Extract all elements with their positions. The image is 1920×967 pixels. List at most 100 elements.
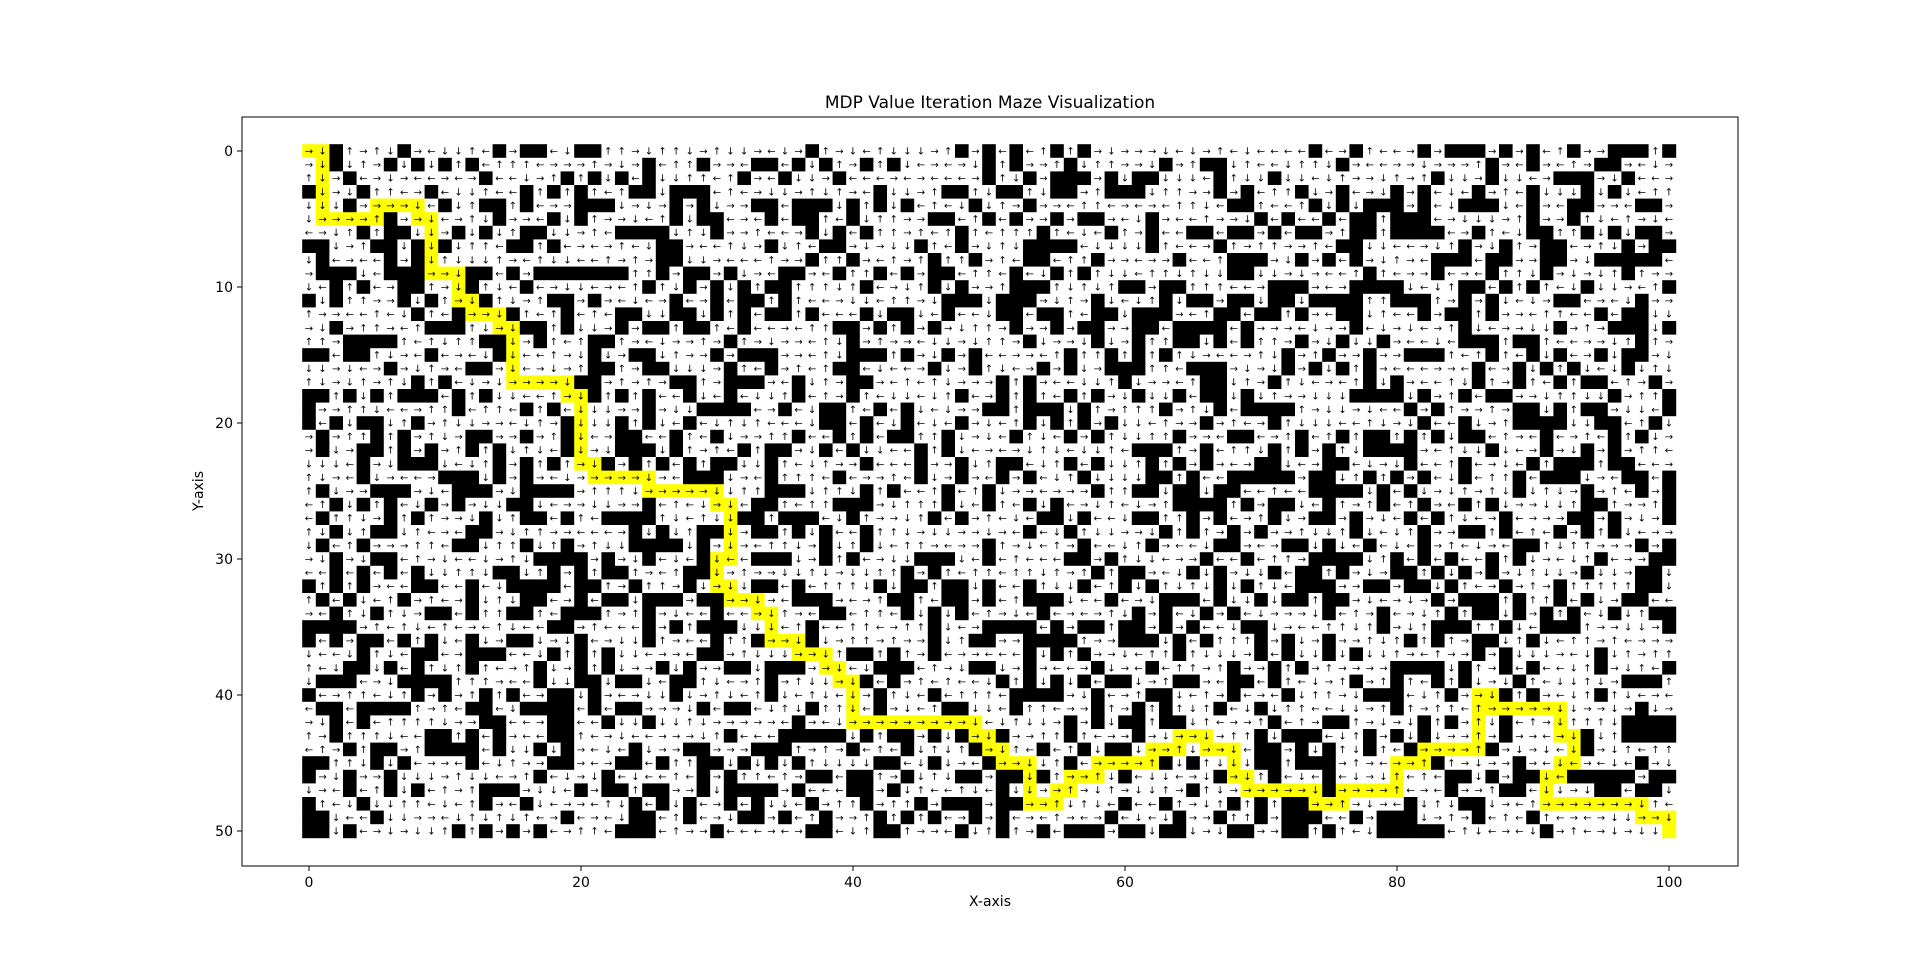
wall-cell: [655, 525, 670, 539]
wall-cell: [669, 212, 684, 227]
wall-cell: [887, 756, 901, 771]
wall-cell: [1580, 443, 1595, 458]
wall-cell: [1281, 538, 1296, 553]
wall-cell: [1363, 443, 1377, 458]
wall-cell: [574, 606, 589, 621]
wall-cell: [1213, 402, 1228, 417]
wall-cell: [1444, 606, 1459, 621]
wall-cell: [1172, 429, 1187, 444]
wall-cell: [723, 457, 738, 471]
wall-cell: [628, 429, 643, 444]
wall-cell: [805, 620, 820, 635]
wall-cell: [1458, 661, 1473, 675]
wall-cell: [696, 157, 711, 172]
wall-cell: [1485, 157, 1500, 172]
wall-cell: [519, 225, 534, 240]
wall-cell: [1635, 470, 1649, 485]
wall-cell: [1023, 402, 1037, 417]
wall-cell: [1267, 511, 1282, 526]
wall-cell: [1335, 457, 1350, 471]
wall-cell: [1023, 239, 1037, 254]
wall-cell: [1104, 742, 1119, 757]
open-cell: [1553, 144, 1568, 159]
wall-cell: [1145, 661, 1160, 675]
wall-cell: [1131, 633, 1146, 648]
wall-cell: [465, 647, 480, 662]
wall-cell: [628, 579, 643, 594]
open-cell: [778, 144, 793, 159]
wall-cell: [778, 729, 793, 743]
wall-cell: [1662, 144, 1677, 159]
wall-cell: [397, 484, 412, 499]
wall-cell: [764, 348, 779, 363]
wall-cell: [914, 457, 929, 471]
wall-cell: [1227, 429, 1241, 444]
wall-cell: [887, 593, 901, 607]
wall-cell: [1499, 647, 1513, 662]
wall-cell: [519, 797, 534, 811]
wall-cell: [982, 593, 997, 607]
wall-cell: [1009, 293, 1024, 308]
wall-cell: [1553, 620, 1568, 635]
wall-cell: [302, 620, 317, 635]
wall-cell: [451, 321, 466, 335]
wall-cell: [519, 280, 534, 295]
wall-cell: [560, 810, 575, 825]
wall-cell: [1091, 457, 1105, 471]
wall-cell: [696, 783, 711, 798]
wall-cell: [302, 797, 317, 811]
wall-cell: [914, 797, 929, 811]
wall-cell: [1512, 769, 1527, 784]
wall-cell: [1662, 620, 1677, 635]
wall-cell: [805, 701, 820, 716]
wall-cell: [329, 729, 344, 743]
wall-cell: [723, 334, 738, 349]
wall-cell: [1023, 389, 1037, 403]
wall-cell: [995, 293, 1010, 308]
wall-cell: [1621, 674, 1636, 689]
wall-cell: [1363, 266, 1377, 281]
wall-cell: [764, 484, 779, 499]
wall-cell: [411, 307, 425, 322]
wall-cell: [1594, 769, 1609, 784]
wall-cell: [859, 348, 874, 363]
wall-cell: [574, 674, 589, 689]
wall-cell: [1567, 769, 1581, 784]
wall-cell: [1077, 511, 1092, 526]
open-cell: [859, 144, 874, 159]
wall-cell: [1431, 593, 1445, 607]
wall-cell: [1131, 334, 1146, 349]
wall-cell: [628, 511, 643, 526]
wall-cell: [1009, 321, 1024, 335]
wall-cell: [900, 348, 915, 363]
wall-cell: [1580, 225, 1595, 240]
wall-cell: [1458, 620, 1473, 635]
wall-cell: [1349, 144, 1364, 159]
wall-cell: [547, 457, 561, 471]
wall-cell: [1539, 361, 1554, 376]
wall-cell: [968, 348, 983, 363]
wall-cell: [1526, 348, 1541, 363]
wall-cell: [1322, 348, 1337, 363]
wall-cell: [1526, 416, 1541, 431]
wall-cell: [1662, 280, 1677, 295]
open-cell: [1186, 144, 1201, 159]
wall-cell: [805, 212, 820, 227]
wall-cell: [1512, 402, 1527, 417]
wall-cell: [492, 470, 507, 485]
wall-cell: [1363, 538, 1377, 553]
wall-cell: [465, 470, 480, 485]
wall-cell: [1376, 443, 1391, 458]
wall-cell: [465, 606, 480, 621]
wall-cell: [887, 674, 901, 689]
wall-cell: [1471, 361, 1486, 376]
wall-cell: [519, 457, 534, 471]
wall-cell: [1648, 198, 1663, 213]
wall-cell: [1063, 457, 1078, 471]
wall-cell: [1553, 457, 1568, 471]
wall-cell: [1662, 769, 1677, 784]
wall-cell: [1526, 633, 1541, 648]
wall-cell: [1594, 157, 1609, 172]
wall-cell: [723, 797, 738, 811]
wall-cell: [968, 293, 983, 308]
